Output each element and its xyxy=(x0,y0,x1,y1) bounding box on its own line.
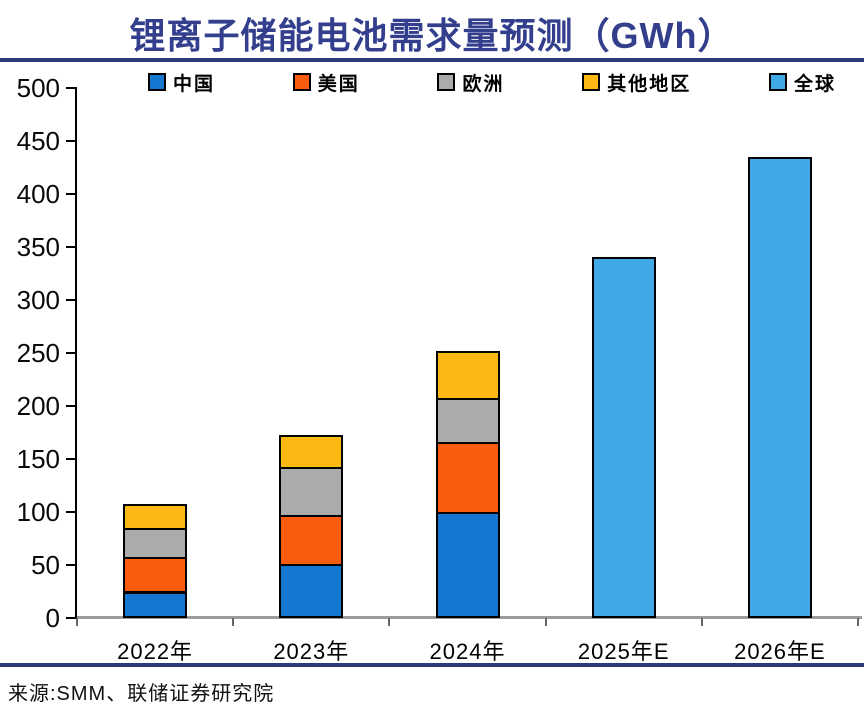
chart-title: 锂离子储能电池需求量预测（GWh） xyxy=(129,15,735,56)
x-axis-label-2024年: 2024年 xyxy=(429,639,506,664)
y-axis-label: 0 xyxy=(45,603,60,633)
x-axis-tick xyxy=(388,618,391,626)
legend-label: 其他地区 xyxy=(607,73,692,95)
bar-segment-2023年-其他地区 xyxy=(279,434,344,470)
title-divider xyxy=(0,58,864,62)
legend-item-美国: 美国 xyxy=(292,69,360,96)
legend-item-全球: 全球 xyxy=(768,69,836,96)
legend-item-欧洲: 欧洲 xyxy=(437,69,504,96)
y-axis-label: 50 xyxy=(31,550,60,580)
legend-label: 中国 xyxy=(173,73,216,95)
x-axis-label-2023年: 2023年 xyxy=(273,639,350,664)
footer-divider xyxy=(0,663,864,667)
legend-swatch-icon xyxy=(292,73,311,91)
y-axis-label: 150 xyxy=(16,444,60,474)
bar-segment-2024年-美国 xyxy=(435,442,500,514)
y-axis-tick xyxy=(66,458,76,460)
bar-segment-2024年-其他地区 xyxy=(435,350,500,400)
x-axis-tick xyxy=(857,618,859,626)
bar-segment-2026年E-全球 xyxy=(747,156,812,618)
legend-swatch-icon xyxy=(148,73,166,91)
legend-item-中国: 中国 xyxy=(148,69,215,96)
y-axis-tick xyxy=(66,140,76,142)
y-axis-label: 300 xyxy=(16,285,60,315)
x-axis-tick xyxy=(232,618,235,626)
bar-segment-2023年-中国 xyxy=(279,563,344,618)
bar-segment-2022年-欧洲 xyxy=(123,527,188,559)
x-axis-label-2025年E: 2025年E xyxy=(577,639,670,664)
bar-segment-2024年-中国 xyxy=(435,512,500,618)
y-axis-tick xyxy=(66,87,76,89)
bar-segment-2024年-欧洲 xyxy=(435,397,500,445)
y-axis-tick xyxy=(66,193,76,195)
bar-segment-2022年-美国 xyxy=(123,556,188,594)
x-axis-tick xyxy=(76,618,78,626)
legend-swatch-icon xyxy=(582,73,601,91)
bar-segment-2023年-欧洲 xyxy=(279,467,344,518)
x-axis-tick xyxy=(700,618,703,626)
y-axis-label: 100 xyxy=(16,497,60,527)
bar-segment-2022年-中国 xyxy=(123,591,188,618)
legend-label: 全球 xyxy=(793,73,836,95)
y-axis-label: 450 xyxy=(16,126,60,156)
y-axis-tick xyxy=(66,564,76,566)
legend-label: 美国 xyxy=(317,73,360,95)
legend-swatch-icon xyxy=(437,73,456,91)
chart-legend: 中国 美国 欧洲 其他地区 全球 xyxy=(148,69,836,96)
y-axis-tick xyxy=(66,352,76,354)
y-axis-label: 400 xyxy=(16,179,60,209)
legend-swatch-icon xyxy=(768,73,787,91)
y-axis-tick xyxy=(66,246,76,248)
y-axis-label: 200 xyxy=(16,391,60,421)
source-note: 来源:SMM、联储证券研究院 xyxy=(8,683,275,705)
y-axis-line xyxy=(75,87,77,619)
y-axis-tick xyxy=(66,299,76,301)
y-axis-tick xyxy=(66,405,76,407)
legend-label: 欧洲 xyxy=(462,73,505,95)
y-axis-label: 350 xyxy=(16,232,60,262)
y-axis-tick xyxy=(66,511,76,513)
bar-segment-2025年E-全球 xyxy=(591,256,656,618)
legend-item-其他地区: 其他地区 xyxy=(582,69,691,96)
bar-segment-2023年-美国 xyxy=(279,515,344,566)
x-axis-tick xyxy=(544,618,547,626)
x-axis-label-2022年: 2022年 xyxy=(117,639,194,664)
y-axis-label: 250 xyxy=(16,338,60,368)
bar-segment-2022年-其他地区 xyxy=(123,503,188,530)
x-axis-label-2026年E: 2026年E xyxy=(734,639,826,664)
y-axis-tick xyxy=(66,617,76,619)
y-axis-label: 500 xyxy=(16,73,60,103)
